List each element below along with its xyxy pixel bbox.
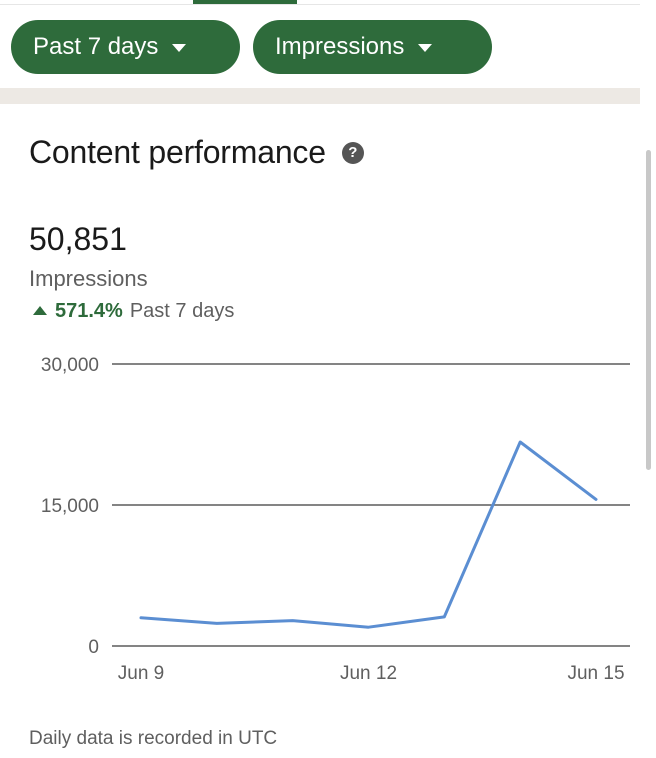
series-line [139, 440, 598, 629]
metric-dropdown[interactable]: Impressions [253, 20, 492, 74]
trend-row: 571.4% Past 7 days [33, 300, 234, 323]
total-impressions-value: 50,851 [29, 221, 127, 257]
chart-svg: 0 15,000 30,000 Jun 9 Jun 12 Jun 15 [41, 355, 630, 684]
card-title: Content performance [29, 134, 326, 170]
impressions-line-chart: 0 15,000 30,000 Jun 9 Jun 12 Jun 15 [0, 344, 640, 694]
metric-label: Impressions [275, 33, 405, 60]
active-tab-indicator [193, 0, 297, 4]
card-title-row: Content performance ? [29, 134, 364, 171]
question-circle-icon[interactable]: ? [341, 141, 364, 164]
scrollbar[interactable] [646, 150, 651, 470]
date-range-dropdown[interactable]: Past 7 days [11, 20, 240, 74]
caret-down-icon [418, 44, 433, 52]
x-tick-label: Jun 15 [567, 663, 624, 684]
trend-percent: 571.4% [55, 300, 123, 322]
content-performance-card: Content performance ? 50,851 Impressions… [0, 104, 640, 758]
caret-down-icon [172, 44, 187, 52]
section-divider-band [0, 88, 640, 104]
metric-name-label: Impressions [29, 266, 148, 291]
date-range-label: Past 7 days [33, 33, 159, 60]
y-tick-label: 0 [88, 637, 99, 658]
top-divider [0, 4, 640, 5]
trend-period: Past 7 days [129, 300, 235, 322]
utc-footnote: Daily data is recorded in UTC [29, 728, 278, 749]
filter-bar: Past 7 days Impressions [0, 5, 640, 88]
y-tick-label: 15,000 [41, 496, 99, 517]
x-tick-label: Jun 9 [118, 663, 164, 684]
x-tick-label: Jun 12 [340, 663, 397, 684]
y-tick-label: 30,000 [41, 355, 99, 376]
trend-up-arrow-icon [33, 306, 47, 315]
